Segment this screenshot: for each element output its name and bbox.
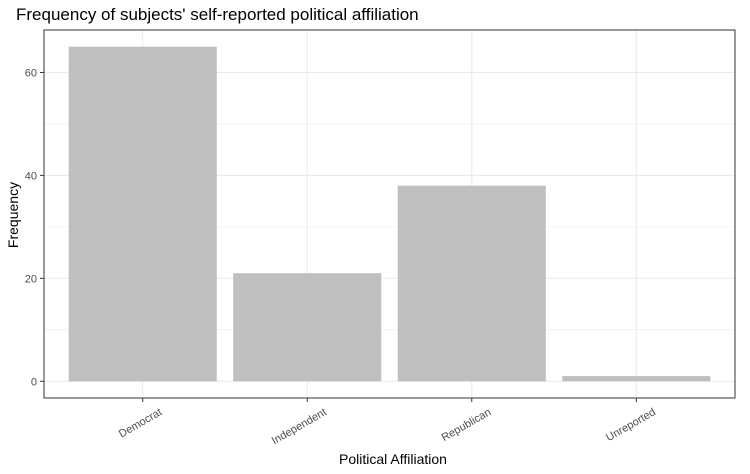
x-tick-label-unreported: Unreported [604, 406, 658, 444]
x-axis-ticks: Democrat Independent Republican Unreported [117, 398, 658, 447]
chart-title: Frequency of subjects' self-reported pol… [16, 5, 419, 24]
x-tick-label-republican: Republican [440, 406, 494, 444]
bar-independent [233, 273, 382, 382]
x-tick-label-independent: Independent [270, 406, 329, 447]
panel-border [43, 29, 736, 399]
bar-republican [397, 185, 546, 382]
y-tick-label: 40 [25, 170, 37, 182]
x-axis-title: Political Affiliation [339, 451, 447, 467]
y-tick-label: 20 [25, 273, 37, 285]
bar-unreported [562, 376, 711, 382]
y-tick-label: 60 [25, 67, 37, 79]
y-axis-ticks: 0 20 40 60 [25, 67, 44, 388]
x-tick-label-democrat: Democrat [117, 406, 164, 440]
y-tick-label: 0 [31, 376, 37, 388]
bar-democrat [68, 46, 217, 382]
y-axis-title: Frequency [5, 182, 21, 248]
bars [68, 46, 711, 382]
